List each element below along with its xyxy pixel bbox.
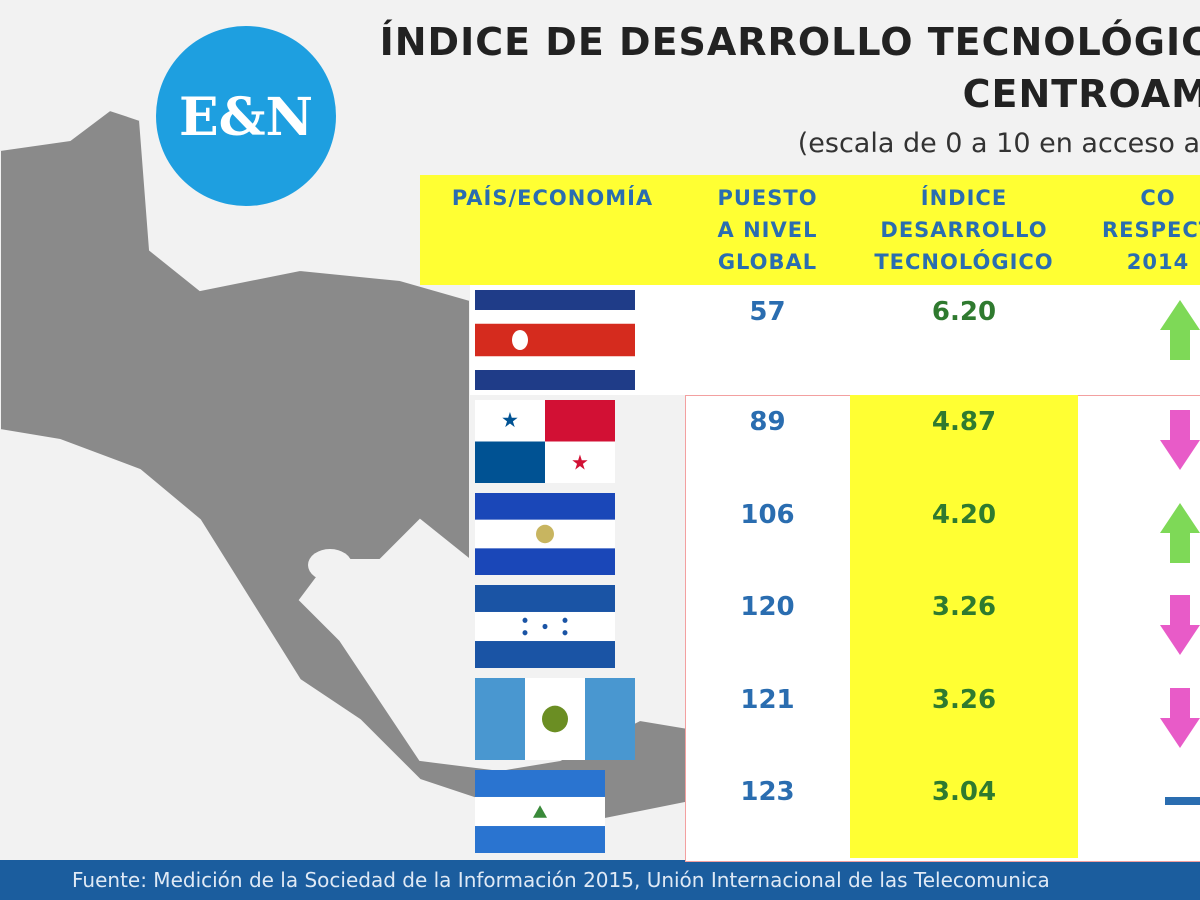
- trend-icon: [1160, 498, 1200, 568]
- flag-image: [475, 493, 615, 575]
- header-line: A NIVEL: [717, 218, 818, 242]
- header-line: RESPECT: [1101, 218, 1200, 242]
- flag-image: [475, 678, 635, 760]
- trend-icon: [1160, 295, 1200, 365]
- trend-shape: [1160, 300, 1200, 360]
- rank: 57: [749, 297, 786, 327]
- column-header: CO RESPECT 2014: [1078, 182, 1200, 278]
- title-line: ÍNDICE DE DESARROLLO TECNOLÓGIC: [379, 20, 1200, 64]
- header-line: PAÍS/ECONOMÍA: [451, 186, 654, 210]
- index-cell-bg: [850, 673, 1078, 765]
- flag: ★ ★: [475, 400, 635, 483]
- trend-shape: [1165, 797, 1200, 805]
- title-line: CENTROAM: [962, 72, 1200, 116]
- trend-icon: [1160, 775, 1200, 845]
- index-cell-bg: [850, 395, 1078, 488]
- index: 6.20: [931, 297, 997, 327]
- flag-image: [475, 290, 635, 390]
- footer: Fuente: Medición de la Sociedad de la In…: [72, 868, 1050, 892]
- svg-text:★: ★: [571, 450, 589, 474]
- header-line: ÍNDICE: [920, 186, 1008, 210]
- header-band: [420, 175, 1200, 285]
- flag-image: [475, 770, 605, 853]
- trend-shape: [1160, 688, 1200, 748]
- trend-icon: [1160, 590, 1200, 660]
- flag-image: ★★: [475, 400, 615, 483]
- header-line: GLOBAL: [717, 250, 818, 274]
- index: 3.26: [931, 592, 997, 622]
- flag: [475, 290, 635, 390]
- footer-band: [0, 860, 1200, 900]
- flag: [475, 493, 635, 575]
- trend-shape: [1160, 595, 1200, 655]
- logo-text: E&N: [179, 87, 313, 148]
- trend-shape: [1160, 503, 1200, 563]
- index-cell-bg: [850, 765, 1078, 858]
- flag: [475, 770, 635, 853]
- rank: 106: [740, 500, 795, 530]
- flag: [475, 585, 635, 668]
- rank: 120: [740, 592, 795, 622]
- trend-icon: [1160, 683, 1200, 753]
- logo-circle: [156, 26, 336, 206]
- column-header: PUESTO A NIVEL GLOBAL: [685, 182, 850, 278]
- index: 3.26: [931, 685, 997, 715]
- header-line: DESARROLLO: [880, 218, 1048, 242]
- index-cell-bg: [850, 580, 1078, 673]
- flag: [475, 678, 635, 760]
- column-header: PAÍS/ECONOMÍA: [420, 182, 685, 214]
- trend-icon: [1160, 405, 1200, 475]
- index-cell-bg: [850, 488, 1078, 580]
- svg-text:★: ★: [501, 408, 519, 432]
- column-header: ÍNDICE DESARROLLO TECNOLÓGICO: [850, 182, 1078, 278]
- lake: [308, 549, 352, 581]
- trend-shape: [1160, 410, 1200, 470]
- rank: 121: [740, 685, 795, 715]
- header-line: 2014: [1126, 250, 1190, 274]
- index: 3.04: [931, 777, 997, 807]
- header-line: CO: [1140, 186, 1176, 210]
- index: 4.87: [931, 407, 997, 437]
- header-line: PUESTO: [717, 186, 818, 210]
- rank: 89: [749, 407, 786, 437]
- index: 4.20: [931, 500, 997, 530]
- subtitle: (escala de 0 a 10 en acceso a: [797, 128, 1200, 159]
- rank: 123: [740, 777, 795, 807]
- flag-image: [475, 585, 615, 668]
- header-line: TECNOLÓGICO: [874, 250, 1054, 274]
